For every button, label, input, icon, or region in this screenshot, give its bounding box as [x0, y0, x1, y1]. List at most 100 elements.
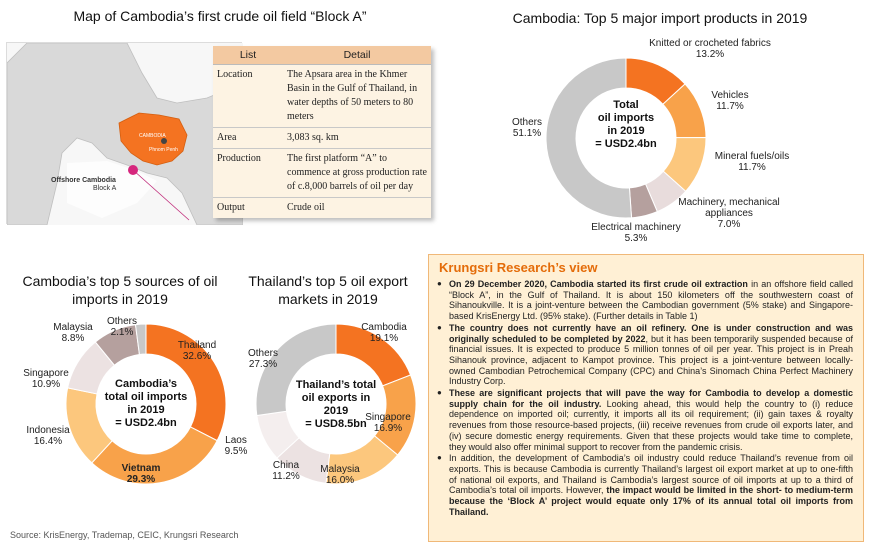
bullet-bold: The country does not currently have an o… [449, 322, 853, 344]
bullet-text: In addition, the development of Cambodia… [449, 453, 853, 496]
slice-category: Machinery, mechanical appliances [678, 197, 780, 219]
slice-category: Knitted or crocheted fabrics [649, 38, 771, 49]
slice-label: Laos 9.5% [218, 435, 254, 457]
center-line: Cambodia’s [115, 378, 177, 390]
slice-category: Laos [225, 435, 247, 446]
cambodia-map: CAMBODIA Phnom Penh Offshore Cambodia Bl… [6, 42, 244, 226]
slice-label: Thailand 32.6% [172, 340, 222, 362]
slice-value: 2.1% [110, 327, 134, 338]
view-bullet-list: On 29 December 2020, Cambodia started it… [437, 279, 853, 518]
slice-value: 32.6% [182, 351, 212, 362]
slice-category: Vietnam [121, 463, 161, 474]
slice-value: 11.7% [716, 101, 744, 112]
slice-label: Cambodia 19.1% [356, 322, 412, 344]
slice-label: Others 27.3% [240, 348, 286, 370]
slice-value: 10.9% [31, 379, 61, 390]
bullet-bold: These are significant projects that will… [449, 388, 853, 409]
map-graphic: CAMBODIA Phnom Penh Offshore Cambodia Bl… [6, 42, 244, 226]
slice-value: 8.8% [61, 333, 85, 344]
slice-category: Thailand [177, 340, 217, 351]
slice-value: 51.1% [512, 128, 542, 139]
slice-value: 19.1% [369, 333, 399, 344]
table-value: The Apsara area in the Khmer Basin in th… [283, 64, 431, 128]
slice-value: 13.2% [695, 49, 725, 60]
list-item: In addition, the development of Cambodia… [437, 453, 853, 517]
chart-title-thai-exports: Thailand’s top 5 oil export markets in 2… [248, 273, 408, 307]
table-key: Location [213, 64, 283, 128]
slice-category: Others [511, 117, 542, 128]
center-line: total oil imports [104, 391, 188, 403]
slice-label: Vietnam 29.3% [116, 463, 166, 485]
slice-label: Indonesia 16.4% [20, 425, 76, 447]
slice-label: Malaysia 16.0% [312, 464, 368, 486]
map-title: Map of Cambodia’s first crude oil field … [73, 8, 367, 24]
center-line: = USD2.4bn [115, 417, 177, 429]
source-note: Source: KrisEnergy, Trademap, CEIC, Krun… [10, 530, 239, 540]
donut-slice-others [134, 323, 147, 355]
donut-slice-others [545, 57, 633, 219]
slice-category: Electrical machinery [591, 222, 681, 233]
donut-center-label-import-products: Total oil imports in 2019 = USD2.4bn [580, 99, 672, 151]
slice-value: 16.0% [325, 475, 355, 486]
center-line: = USD8.5bn [305, 418, 367, 430]
slice-category: Malaysia [53, 322, 93, 333]
donut-chart-thai-exports [255, 323, 417, 485]
table-value: The first platform “A” to commence at gr… [283, 148, 431, 198]
bullet-bold: On 29 December 2020, Cambodia started it… [449, 279, 748, 289]
center-line: Total [613, 99, 639, 111]
map-offshore-label: Offshore Cambodia [51, 177, 116, 184]
table-header-detail: Detail [283, 46, 431, 65]
bullet-text: Looking ahead, this would help the count… [449, 398, 853, 452]
center-line: oil exports in [301, 392, 371, 404]
donut-chart-oil-sources [65, 323, 227, 485]
slice-value: 29.3% [126, 474, 156, 485]
table-value: 3,083 sq. km [283, 127, 431, 149]
slice-label: Malaysia 8.8% [48, 322, 98, 344]
slice-category: Indonesia [26, 425, 70, 436]
slice-category: Singapore [23, 368, 69, 379]
chart-title-oil-sources: Cambodia’s top 5 sources of oil imports … [22, 273, 218, 307]
table-row: Location The Apsara area in the Khmer Ba… [213, 64, 431, 128]
slice-label: Mineral fuels/oils 11.7% [702, 151, 802, 173]
list-item: The country does not currently have an o… [437, 323, 853, 387]
slice-label: Machinery, mechanical appliances 7.0% [666, 197, 792, 230]
slice-value: 11.7% [738, 162, 766, 173]
slice-value: 7.0% [717, 219, 741, 230]
slice-category: Mineral fuels/oils [714, 151, 790, 162]
donut-center-label-oil-sources: Cambodia’s total oil imports in 2019 = U… [92, 378, 200, 430]
center-line: Thailand’s total [295, 379, 377, 391]
donut-center-label-thai-exports: Thailand’s total oil exports in 2019 = U… [280, 379, 392, 431]
donut-chart-import-products [545, 57, 707, 219]
center-line: oil imports [597, 112, 655, 124]
map-country-label: CAMBODIA [139, 133, 166, 139]
slice-value: 16.4% [33, 436, 63, 447]
slice-value: 27.3% [248, 359, 278, 370]
slice-label: Others 51.1% [505, 117, 549, 139]
slice-label: China 11.2% [266, 460, 306, 482]
bullet-text: in an offshore field called “Block A”, i… [449, 279, 853, 322]
bullet-text: , but it has been temporarily suspended … [449, 333, 853, 387]
slice-category: Others [247, 348, 278, 359]
slice-value: 11.2% [272, 471, 300, 482]
list-item: These are significant projects that will… [437, 388, 853, 452]
slice-label: Others 2.1% [100, 316, 144, 338]
chart-title-import-products: Cambodia: Top 5 major import products in… [512, 10, 808, 26]
center-line: = USD2.4bn [595, 138, 657, 150]
krungsri-view-box: Krungsri Research’s view On 29 December … [428, 254, 864, 542]
map-capital-label: Phnom Penh [149, 147, 178, 153]
table-row: Output Crude oil [213, 197, 431, 218]
table-row: Area 3,083 sq. km [213, 127, 431, 149]
donut-slice-others [255, 323, 337, 417]
block-a-info-table: List Detail Location The Apsara area in … [213, 46, 431, 218]
slice-category: Cambodia [361, 322, 407, 333]
map-block-label: Block A [93, 185, 117, 192]
slice-label: Singapore 10.9% [16, 368, 76, 390]
table-key: Output [213, 197, 283, 218]
center-line: in 2019 [127, 404, 165, 416]
center-line: 2019 [323, 405, 349, 417]
slice-value: 5.3% [624, 233, 648, 244]
view-title: Krungsri Research’s view [439, 260, 598, 275]
table-header-list: List [213, 46, 283, 65]
slice-label: Knitted or crocheted fabrics 13.2% [640, 38, 780, 60]
list-item: On 29 December 2020, Cambodia started it… [437, 279, 853, 322]
